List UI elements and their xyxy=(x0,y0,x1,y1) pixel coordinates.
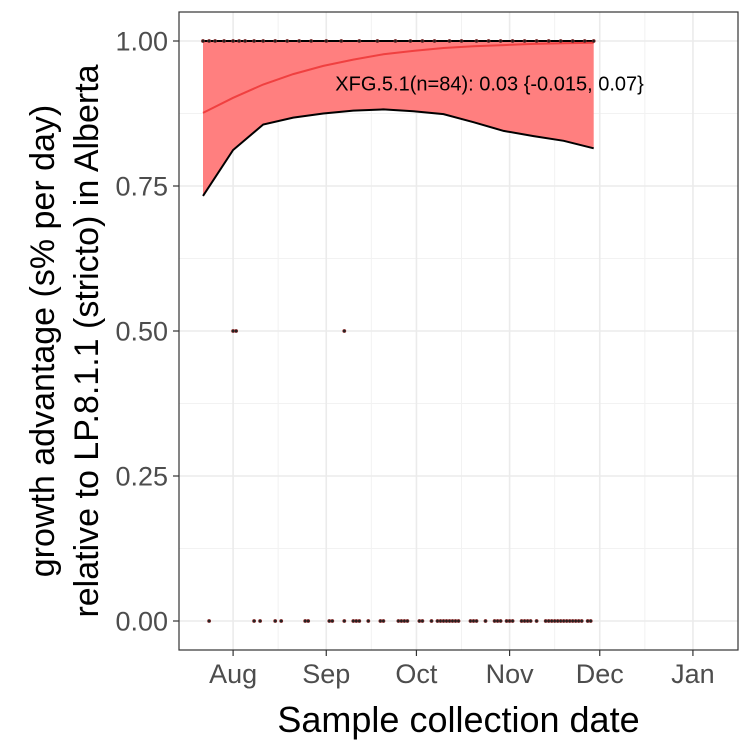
data-points-layer xyxy=(201,39,596,623)
confidence-band xyxy=(203,41,594,196)
data-point-y1 xyxy=(237,39,242,43)
data-point-y1 xyxy=(546,39,551,43)
data-point-y0 xyxy=(474,619,479,623)
data-point-y1 xyxy=(243,39,248,43)
data-point-y05 xyxy=(342,329,347,333)
x-tick-label: Jan xyxy=(671,659,715,689)
data-point-y0 xyxy=(498,619,503,623)
x-tick-label: Nov xyxy=(486,659,535,689)
data-point-y1 xyxy=(582,39,587,43)
data-point-y1 xyxy=(207,39,212,43)
data-point-y1 xyxy=(285,39,290,43)
confidence-band-layer xyxy=(202,40,594,197)
x-tick-label: Aug xyxy=(209,659,257,689)
data-point-y0 xyxy=(588,619,593,623)
data-point-y0 xyxy=(342,619,347,623)
data-point-y1 xyxy=(201,39,205,43)
data-point-y0 xyxy=(381,619,386,623)
data-point-y1 xyxy=(273,39,278,43)
data-point-y0 xyxy=(510,619,515,623)
data-point-y0 xyxy=(456,619,461,623)
data-point-y0 xyxy=(420,619,425,623)
data-point-y1 xyxy=(261,39,266,43)
data-point-y0 xyxy=(405,619,410,623)
data-point-y0 xyxy=(273,619,278,623)
data-point-y1 xyxy=(357,39,362,43)
data-point-y1 xyxy=(570,39,575,43)
data-point-y1 xyxy=(510,39,515,43)
y-axis-label-line-1: growth advantage (s% per day) xyxy=(24,105,62,577)
data-point-y1 xyxy=(459,39,464,43)
x-axis-label: Sample collection date xyxy=(277,699,639,740)
data-point-y1 xyxy=(558,39,563,43)
data-point-y1 xyxy=(213,39,218,43)
data-point-y1 xyxy=(420,39,425,43)
data-point-y1 xyxy=(339,39,344,43)
data-point-y1 xyxy=(408,39,413,43)
data-point-y0 xyxy=(366,619,371,623)
y-tick-label: 1.00 xyxy=(115,27,168,57)
data-point-y0 xyxy=(357,619,362,623)
y-tick-label: 0.00 xyxy=(115,607,168,637)
x-tick-label: Dec xyxy=(576,659,624,689)
data-point-y1 xyxy=(393,39,398,43)
data-point-y0 xyxy=(252,619,257,623)
data-point-y0 xyxy=(534,619,539,623)
data-point-y1 xyxy=(231,39,236,43)
data-point-y0 xyxy=(579,619,584,623)
data-point-y0 xyxy=(207,619,212,623)
y-tick-label: 0.75 xyxy=(115,172,168,202)
data-point-y0 xyxy=(279,619,284,623)
data-point-y05 xyxy=(234,329,239,333)
data-point-y0 xyxy=(528,619,533,623)
y-axis-label-line-2: relative to LP.8.1.1 (stricto) in Albert… xyxy=(68,64,106,617)
x-tick-label: Oct xyxy=(395,659,438,689)
data-point-y1 xyxy=(375,39,380,43)
data-point-y0 xyxy=(429,619,434,623)
y-tick-label: 0.50 xyxy=(115,317,168,347)
data-point-y1 xyxy=(324,39,329,43)
data-point-y1 xyxy=(486,39,491,43)
annotation-label: XFG.5.1(n=84): 0.03 {-0.015, 0.07} xyxy=(335,73,644,95)
data-point-y1 xyxy=(222,39,227,43)
data-point-y0 xyxy=(330,619,335,623)
ci-lower-line xyxy=(202,108,594,197)
y-tick-label: 0.25 xyxy=(115,462,168,492)
axis-ticks: 0.00 0.25 0.50 0.75 1.00 Aug Sep Oct Nov Dec Jan xyxy=(115,27,714,690)
data-point-y1 xyxy=(297,39,302,43)
data-point-y0 xyxy=(258,619,263,623)
data-point-y1 xyxy=(591,39,596,43)
fit-line xyxy=(202,41,594,114)
data-point-y1 xyxy=(522,39,527,43)
data-point-y1 xyxy=(309,39,314,43)
data-point-y1 xyxy=(432,39,437,43)
data-point-y1 xyxy=(498,39,503,43)
data-point-y0 xyxy=(483,619,488,623)
data-point-y1 xyxy=(534,39,539,43)
data-point-y1 xyxy=(252,39,257,43)
data-point-y0 xyxy=(306,619,311,623)
data-point-y1 xyxy=(447,39,452,43)
data-point-y1 xyxy=(474,39,479,43)
x-tick-label: Sep xyxy=(302,659,350,689)
